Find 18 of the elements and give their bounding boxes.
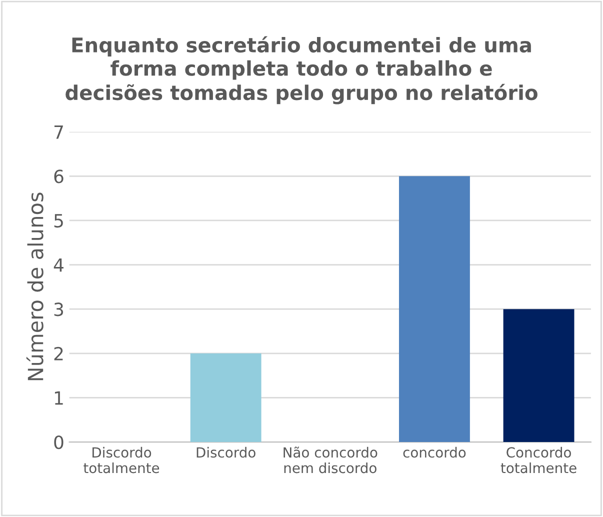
y-tick-label: 7 bbox=[54, 126, 63, 139]
x-tick-label: Não concordo nem discordo bbox=[284, 446, 378, 474]
y-tick-label: 5 bbox=[54, 214, 63, 228]
x-tick-label: Discordo bbox=[196, 446, 256, 458]
x-tick-label: Concordo totalmente bbox=[500, 446, 576, 474]
y-axis-title: Número de alunos bbox=[26, 192, 44, 380]
y-tick-label: 0 bbox=[54, 435, 64, 450]
y-tick-label: 3 bbox=[54, 302, 64, 316]
y-tick-label: 1 bbox=[54, 391, 63, 405]
y-tick-label: 6 bbox=[54, 170, 64, 184]
chart-title: Enquanto secretário documentei de uma forma completa todo o trabalho e decisões tomadas pelo grupo no relatório bbox=[66, 36, 538, 104]
bar bbox=[503, 309, 574, 442]
x-tick-label: Discordo totalmente bbox=[84, 446, 160, 474]
y-tick-label: 4 bbox=[54, 258, 64, 272]
y-tick-label: 2 bbox=[54, 346, 63, 360]
x-tick-label: concordo bbox=[403, 446, 466, 458]
bar bbox=[190, 353, 262, 442]
bar bbox=[398, 176, 470, 442]
